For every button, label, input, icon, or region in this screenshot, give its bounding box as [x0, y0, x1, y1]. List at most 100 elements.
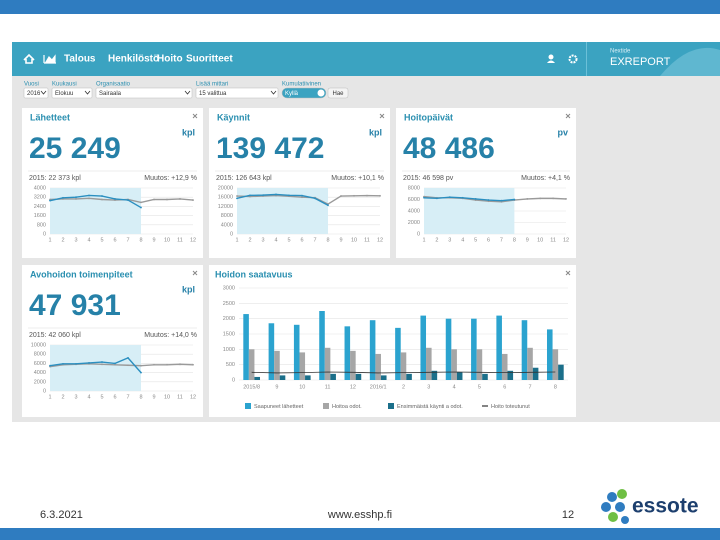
user-icon[interactable]	[548, 54, 554, 60]
bar	[482, 373, 488, 380]
x-tick-label: 6	[300, 237, 303, 243]
brand-arc	[660, 47, 720, 76]
x-tick-label: 4	[87, 394, 90, 400]
home-icon[interactable]	[23, 53, 35, 64]
bar	[344, 326, 351, 380]
x-tick-label: 11	[177, 394, 183, 400]
point	[192, 199, 194, 201]
x-tick-label: 12	[350, 384, 356, 390]
filter-input[interactable]	[23, 87, 49, 99]
point	[539, 197, 542, 200]
y-tick-label: 8000	[34, 352, 46, 358]
filter-value: Sairaala	[99, 91, 122, 97]
point	[179, 198, 181, 200]
nav-item[interactable]: Suoritteet	[186, 54, 233, 65]
filter-input[interactable]	[195, 87, 279, 99]
bar	[426, 347, 432, 380]
filter-input[interactable]	[51, 87, 93, 99]
x-tick-label: 4	[461, 237, 464, 243]
point	[461, 196, 464, 199]
card-title: Lähetteet	[30, 112, 70, 122]
close-icon[interactable]	[565, 270, 571, 276]
y-tick-label: 1500	[223, 331, 235, 337]
card-value: 25 249	[29, 132, 121, 165]
close-icon[interactable]	[565, 113, 571, 119]
point	[353, 194, 355, 197]
bar	[501, 353, 508, 380]
filter-input[interactable]	[281, 87, 327, 99]
point	[101, 361, 103, 363]
point	[88, 197, 90, 200]
x-tick-label: 11	[550, 237, 556, 243]
y-tick-label: 8000	[408, 185, 420, 191]
x-tick-label: 10	[537, 237, 543, 243]
close-icon[interactable]	[192, 113, 198, 119]
point	[340, 195, 342, 197]
y-tick-label: 800	[37, 222, 46, 228]
point	[114, 198, 116, 200]
current-period-shade	[50, 188, 141, 234]
settings-icon[interactable]	[568, 54, 578, 64]
legend-label: Saapuneet lähetteet	[254, 404, 304, 410]
x-tick-label: 8	[554, 384, 557, 390]
x-tick-label: 7	[529, 384, 532, 390]
x-tick-label: 12	[563, 237, 569, 243]
nav-bar	[12, 42, 720, 76]
x-tick-label: 1	[235, 237, 238, 243]
dropdown-arrow	[270, 90, 277, 95]
x-tick-label: 8	[513, 237, 516, 243]
dropdown-arrow	[40, 90, 47, 95]
legend-label: Ensimmäistä käynti a odot.	[397, 404, 463, 410]
x-tick-label: 9	[526, 237, 529, 243]
x-tick-label: 9	[275, 384, 278, 390]
y-tick-label: 2000	[34, 379, 46, 385]
nav-item[interactable]: Henkilöstö	[108, 54, 159, 65]
point	[114, 363, 116, 366]
button[interactable]	[327, 87, 349, 99]
point	[236, 197, 238, 200]
x-tick-label: 10	[351, 237, 357, 243]
logo-text: essote	[632, 495, 699, 518]
point	[114, 362, 116, 365]
close-icon[interactable]	[192, 270, 198, 276]
bar	[305, 375, 311, 380]
y-tick-label: 0	[417, 231, 420, 237]
brand: EXREPORT	[610, 56, 671, 68]
x-tick-label: 10	[164, 237, 170, 243]
y-tick-label: 2000	[408, 220, 420, 226]
x-tick-label: 4	[453, 384, 456, 390]
point	[101, 195, 103, 197]
x-tick-label: 5	[478, 384, 481, 390]
slide-date: 6.3.2021	[40, 509, 83, 521]
bar	[324, 347, 331, 380]
close-icon[interactable]	[379, 113, 385, 119]
x-tick-label: 4	[274, 237, 277, 243]
x-tick-label: 6	[113, 394, 116, 400]
nav-item[interactable]: Hoito	[157, 54, 183, 65]
filter-label: Kumulatiivinen	[282, 82, 321, 88]
x-tick-label: 8	[139, 394, 142, 400]
point	[127, 364, 129, 367]
bar	[375, 353, 381, 380]
card-change: Muutos: +14,0 %	[144, 332, 197, 339]
bar	[558, 364, 564, 380]
nav-item[interactable]: Talous	[64, 54, 96, 65]
point	[301, 196, 303, 199]
point	[379, 194, 381, 197]
point	[513, 198, 516, 201]
point	[423, 196, 425, 199]
point	[88, 194, 90, 197]
bar	[546, 329, 553, 380]
filter-input[interactable]	[95, 87, 193, 99]
chart-icon[interactable]	[43, 54, 56, 64]
y-tick-label: 0	[43, 231, 46, 237]
point	[101, 198, 103, 201]
point	[75, 198, 77, 200]
bar	[274, 350, 280, 380]
filter-label: Vuosi	[24, 82, 39, 88]
point	[49, 364, 51, 367]
current-period-shade	[424, 188, 515, 234]
x-tick-label: 1	[48, 394, 51, 400]
series-line	[236, 193, 329, 206]
x-tick-label: 6	[503, 384, 506, 390]
